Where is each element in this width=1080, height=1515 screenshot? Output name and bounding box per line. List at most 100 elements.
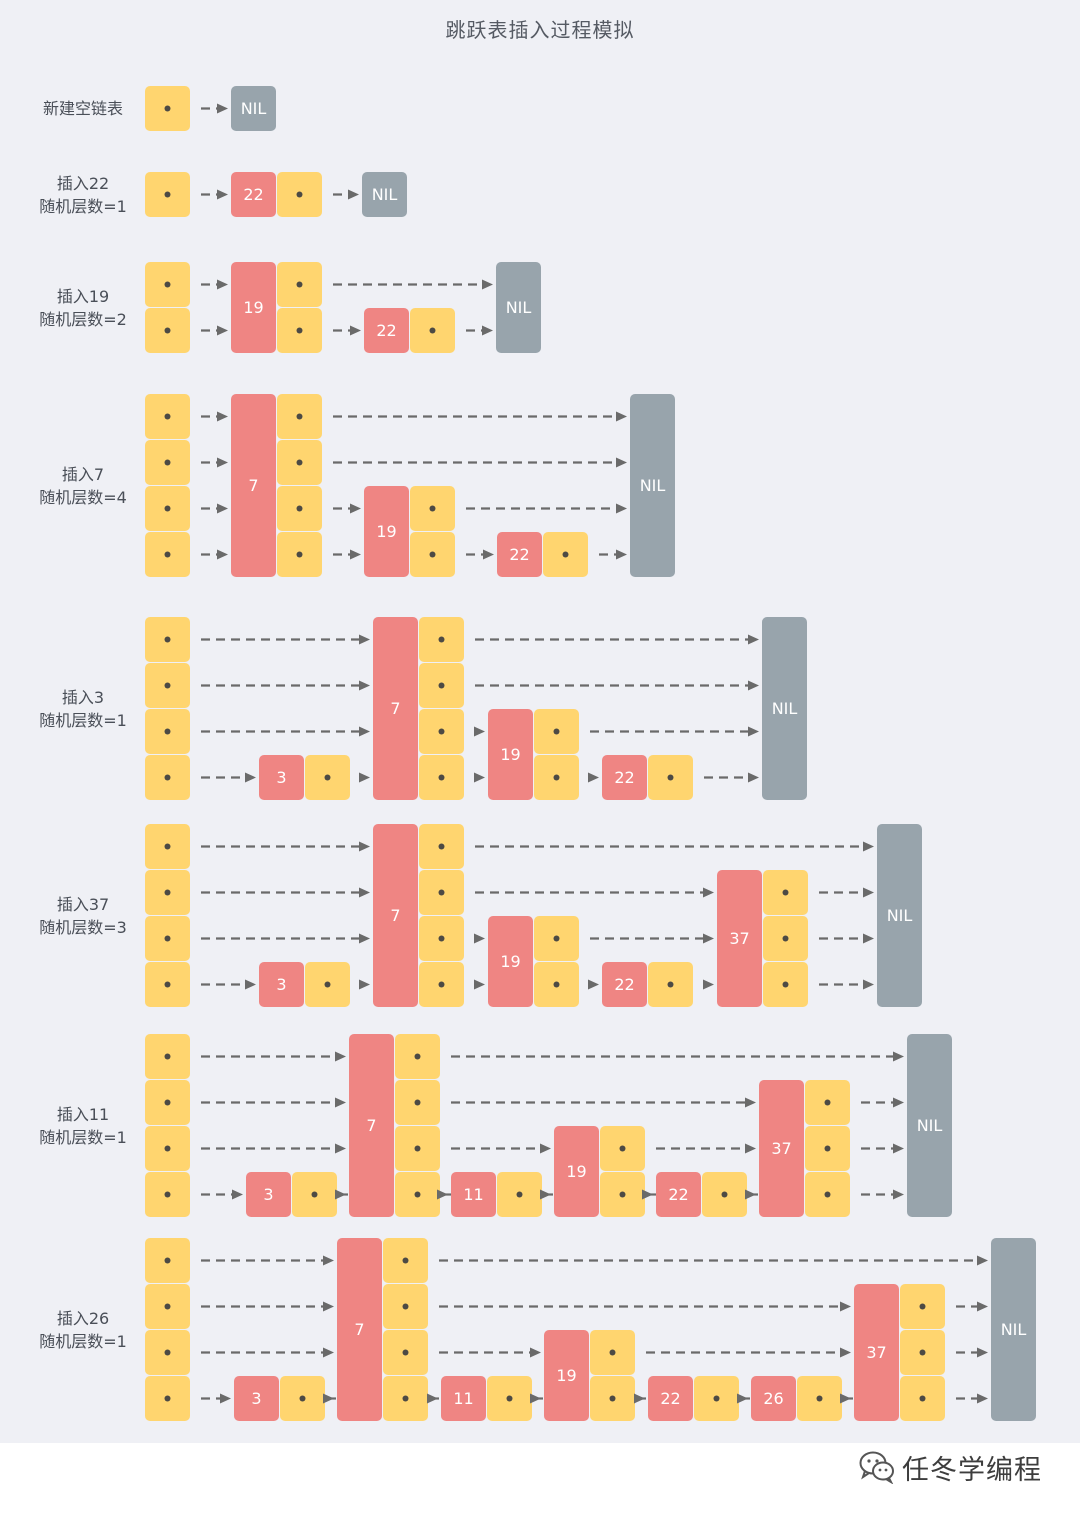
forward-pointer-arrow xyxy=(840,1393,853,1404)
forward-pointer-arrow xyxy=(474,772,485,783)
arrow-head xyxy=(335,1189,346,1200)
pointer-dot xyxy=(667,981,674,988)
arrow-head xyxy=(350,503,361,514)
pointer-dot xyxy=(164,1257,171,1264)
forward-pointer-arrow xyxy=(201,411,228,422)
forward-pointer-arrow xyxy=(599,549,627,560)
nil-node-box xyxy=(907,1034,952,1217)
forward-pointer-arrow xyxy=(439,1255,988,1266)
pointer-dot xyxy=(824,1191,831,1198)
forward-pointer-arrow xyxy=(201,1255,334,1266)
pointer-dot xyxy=(311,1191,318,1198)
arrow-head xyxy=(350,549,361,560)
step-label-line: 插入26 xyxy=(56,1308,110,1328)
forward-pointer-arrow xyxy=(474,933,485,944)
arrow-head xyxy=(634,1393,645,1404)
forward-pointer-arrow xyxy=(451,1051,904,1062)
forward-pointer-arrow xyxy=(819,887,874,898)
node-key-label: 22 xyxy=(614,768,634,787)
forward-pointer-arrow xyxy=(333,503,361,514)
forward-pointer-arrow xyxy=(333,279,493,290)
arrow-head xyxy=(217,457,228,468)
node-key-box xyxy=(451,1172,496,1217)
arrow-head xyxy=(348,189,359,200)
node-key-box xyxy=(488,709,533,800)
forward-pointer-arrow xyxy=(861,1189,904,1200)
arrow-head xyxy=(616,457,627,468)
arrow-head xyxy=(482,325,493,336)
arrow-head xyxy=(737,1393,748,1404)
pointer-dot xyxy=(414,1145,421,1152)
arrow-head xyxy=(474,979,485,990)
pointer-dot xyxy=(782,935,789,942)
pointer-dot xyxy=(402,1395,409,1402)
node-key-label: 7 xyxy=(390,906,400,925)
pointer-dot xyxy=(164,281,171,288)
step-label-line: 插入22 xyxy=(56,173,110,193)
forward-pointer-arrow xyxy=(427,1393,439,1404)
pointer-dot xyxy=(402,1349,409,1356)
pointer-dot xyxy=(164,1053,171,1060)
arrow-head xyxy=(335,1051,346,1062)
step-label: 插入11 随机层数=1 xyxy=(3,1103,163,1149)
pointer-dot xyxy=(782,889,789,896)
forward-pointer-arrow xyxy=(439,1301,851,1312)
node-key-box xyxy=(759,1080,804,1217)
arrow-head xyxy=(359,772,370,783)
forward-pointer-arrow xyxy=(703,979,714,990)
forward-pointer-arrow xyxy=(451,1097,756,1108)
forward-pointer-arrow xyxy=(475,634,759,645)
pointer-dot xyxy=(609,1395,616,1402)
arrow-head xyxy=(703,887,714,898)
arrow-head xyxy=(474,772,485,783)
forward-pointer-arrow xyxy=(201,1051,346,1062)
forward-pointer-arrow xyxy=(590,933,714,944)
wechat-icon xyxy=(859,1451,894,1484)
node-key-box xyxy=(488,916,533,1007)
pointer-dot xyxy=(164,682,171,689)
arrow-head xyxy=(335,1143,346,1154)
nil-node-box xyxy=(991,1238,1036,1421)
forward-pointer-arrow xyxy=(201,887,370,898)
node-key-label: 7 xyxy=(354,1320,364,1339)
forward-pointer-arrow xyxy=(530,1393,543,1404)
forward-pointer-arrow xyxy=(201,1097,346,1108)
arrow-head xyxy=(748,634,759,645)
forward-pointer-arrow xyxy=(704,772,759,783)
node-key-label: 3 xyxy=(276,975,286,994)
arrow-head xyxy=(482,279,493,290)
node-key-label: 22 xyxy=(668,1185,688,1204)
arrow-head xyxy=(359,933,370,944)
pointer-dot xyxy=(553,981,560,988)
arrow-head xyxy=(540,1189,551,1200)
forward-pointer-arrow xyxy=(201,979,256,990)
pointer-dot xyxy=(324,981,331,988)
step-label: 插入26 随机层数=1 xyxy=(3,1307,163,1353)
pointer-dot xyxy=(164,843,171,850)
node-key-box xyxy=(259,962,304,1007)
arrow-head xyxy=(863,887,874,898)
pointer-dot xyxy=(414,1099,421,1106)
pointer-dot xyxy=(164,1191,171,1198)
node-key-label: 19 xyxy=(500,952,520,971)
node-key-label: 22 xyxy=(509,545,529,564)
forward-pointer-arrow xyxy=(201,933,370,944)
pointer-dot xyxy=(164,1303,171,1310)
pointer-dot xyxy=(414,1053,421,1060)
pointer-dot xyxy=(164,889,171,896)
forward-pointer-arrow xyxy=(201,549,228,560)
forward-pointer-arrow xyxy=(646,1347,851,1358)
arrow-head xyxy=(588,772,599,783)
forward-pointer-arrow xyxy=(333,325,361,336)
arrow-head xyxy=(893,1143,904,1154)
nil-node-label: NIL xyxy=(887,906,913,925)
nil-node-box xyxy=(877,824,922,1007)
node-key-label: 26 xyxy=(763,1389,783,1408)
pointer-dot xyxy=(506,1395,513,1402)
arrow-head xyxy=(977,1301,988,1312)
pointer-dot xyxy=(402,1257,409,1264)
step-label: 插入19 随机层数=2 xyxy=(3,285,163,331)
node-key-box xyxy=(231,172,276,217)
step-label: 插入22 随机层数=1 xyxy=(3,172,163,218)
arrow-head xyxy=(748,680,759,691)
